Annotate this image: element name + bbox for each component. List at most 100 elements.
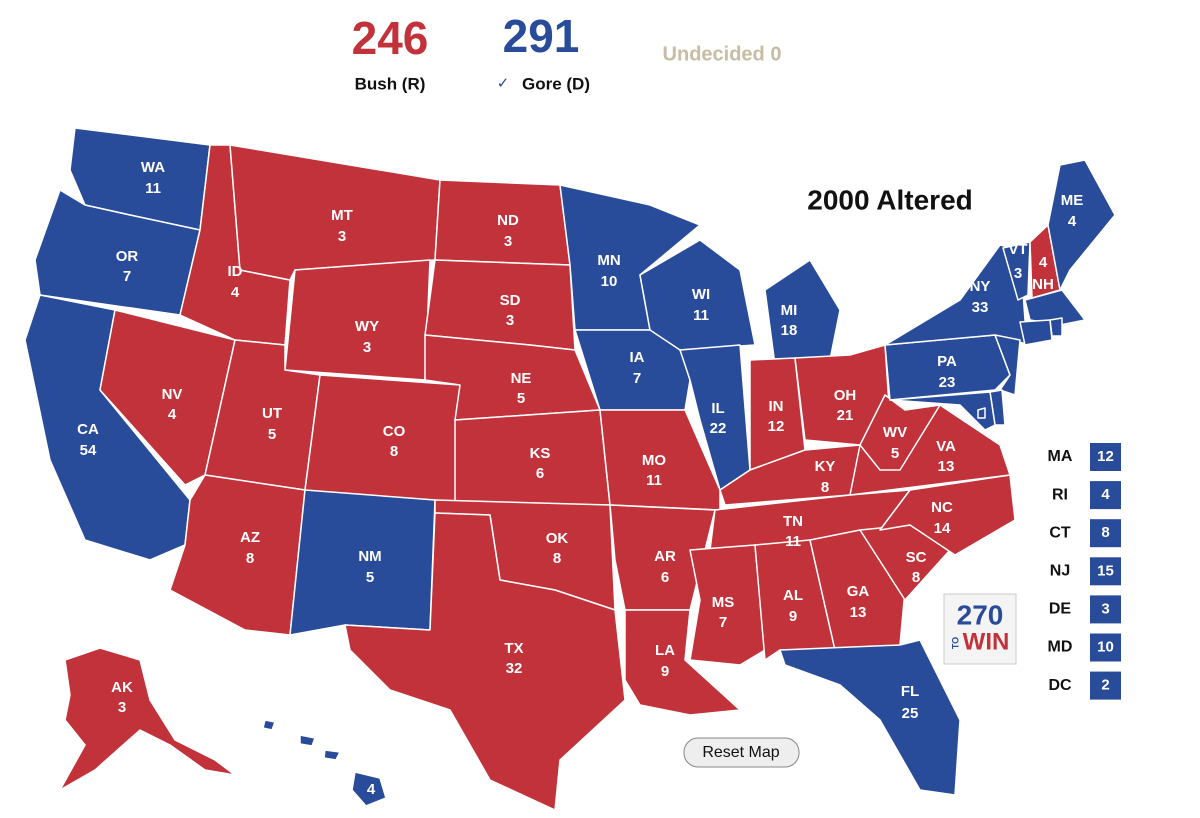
state-abbr: HI (323, 781, 338, 798)
small-state-abbr: MD (1048, 639, 1073, 656)
state-abbr: FL (901, 683, 919, 700)
state-shape (99, 309, 236, 486)
state-shape (1002, 241, 1031, 301)
state-votes: 8 (912, 569, 920, 586)
state-votes: 18 (781, 322, 798, 339)
state-shape (639, 239, 756, 351)
state-votes: 5 (891, 445, 899, 462)
small-state-abbr: DC (1048, 677, 1072, 694)
undecided: Undecided 0 (663, 43, 782, 65)
state-votes: 32 (506, 660, 523, 677)
state-votes: 4 (231, 284, 240, 301)
state-shape (304, 374, 461, 506)
state-abbr: ID (228, 263, 243, 280)
state-abbr: CA (77, 421, 99, 438)
state-abbr: AK (111, 679, 133, 696)
reset-button[interactable]: Reset Map (683, 737, 800, 768)
bush-label: Bush (R) (355, 74, 426, 93)
state-votes: 9 (789, 608, 797, 625)
state-abbr: OH (834, 387, 857, 404)
small-state-box (1090, 633, 1121, 662)
state-votes: 3 (338, 228, 346, 245)
state-votes: 6 (661, 569, 669, 586)
state-votes: 8 (553, 550, 561, 567)
state-shape (779, 639, 961, 796)
state-votes: 13 (938, 458, 955, 475)
logo: 270 TO WIN (943, 593, 1017, 665)
state-votes: 11 (646, 472, 662, 489)
state-abbr: NE (511, 370, 532, 387)
state-abbr: AR (654, 548, 676, 565)
state-abbr: AL (783, 587, 803, 604)
state-votes: 33 (972, 299, 989, 316)
small-state-votes: 10 (1097, 638, 1114, 655)
small-state-abbr: RI (1052, 486, 1068, 503)
island-shape (323, 749, 341, 761)
small-state-abbr: NJ (1050, 563, 1070, 580)
state-abbr: WI (692, 286, 710, 303)
small-state-box (1090, 595, 1121, 624)
state-votes: 54 (80, 442, 97, 459)
small-states-list: MA 12 RI 4 CT 8 NJ 15 DE 3 MD 10 DC 2 (1048, 443, 1121, 700)
state-votes: 4 (1039, 254, 1048, 271)
state-shape (59, 647, 236, 791)
state-abbr: NM (358, 548, 381, 565)
state-votes: 3 (118, 699, 126, 716)
state-votes: 12 (768, 418, 785, 435)
state-abbr: IA (630, 349, 645, 366)
state-shape (994, 334, 1021, 396)
state-votes: 5 (366, 569, 374, 586)
state-votes: 3 (506, 312, 514, 329)
state-votes: 4 (168, 406, 177, 423)
state-abbr: VT (1008, 241, 1027, 258)
state-abbr: ME (1061, 192, 1084, 209)
reset-button-bg[interactable] (683, 737, 800, 768)
state-shape (1047, 159, 1116, 291)
gore-count: 291 (503, 10, 580, 62)
small-state-votes: 12 (1097, 448, 1114, 465)
state-abbr: ND (497, 212, 519, 229)
state-abbr: IL (711, 400, 724, 417)
state-abbr: MO (642, 452, 666, 469)
state-abbr: NC (931, 499, 953, 516)
state-votes: 11 (785, 533, 801, 550)
state-abbr: KS (530, 445, 551, 462)
state-shape (889, 391, 996, 431)
map-title: 2000 Altered (807, 184, 973, 215)
reset-button-label[interactable]: Reset Map (702, 744, 779, 761)
small-state-abbr: MA (1048, 448, 1073, 465)
state-abbr: SC (906, 549, 927, 566)
island-shape (262, 719, 276, 731)
state-abbr: WY (355, 318, 379, 335)
state-abbr: TN (783, 513, 803, 530)
state-shape (879, 474, 1016, 556)
state-abbr: IN (769, 398, 784, 415)
winner-check: ✓ (497, 75, 510, 92)
state-votes: 3 (504, 233, 512, 250)
state-shape (764, 259, 841, 366)
small-state-votes: 3 (1101, 600, 1109, 617)
bush-count: 246 (352, 12, 429, 64)
state-shape (599, 409, 721, 511)
state-votes: 11 (145, 180, 161, 197)
state-abbr: WA (141, 159, 165, 176)
state-abbr: GA (847, 583, 870, 600)
state-abbr: MN (597, 252, 620, 269)
logo-to: TO (950, 637, 960, 649)
state-votes: 6 (536, 465, 544, 482)
state-abbr: TX (504, 640, 523, 657)
state-abbr: VA (936, 438, 956, 455)
state-votes: 8 (246, 550, 254, 567)
state-votes: 23 (939, 374, 956, 391)
state-votes: 21 (837, 407, 854, 424)
state-abbr: NY (970, 278, 991, 295)
logo-number: 270 (957, 599, 1004, 630)
state-votes: 13 (850, 604, 867, 621)
small-state-votes: 8 (1101, 524, 1109, 541)
state-shape (624, 609, 741, 716)
state-votes: 10 (601, 273, 618, 290)
state-shape (169, 474, 306, 636)
state-votes: 14 (934, 520, 951, 537)
